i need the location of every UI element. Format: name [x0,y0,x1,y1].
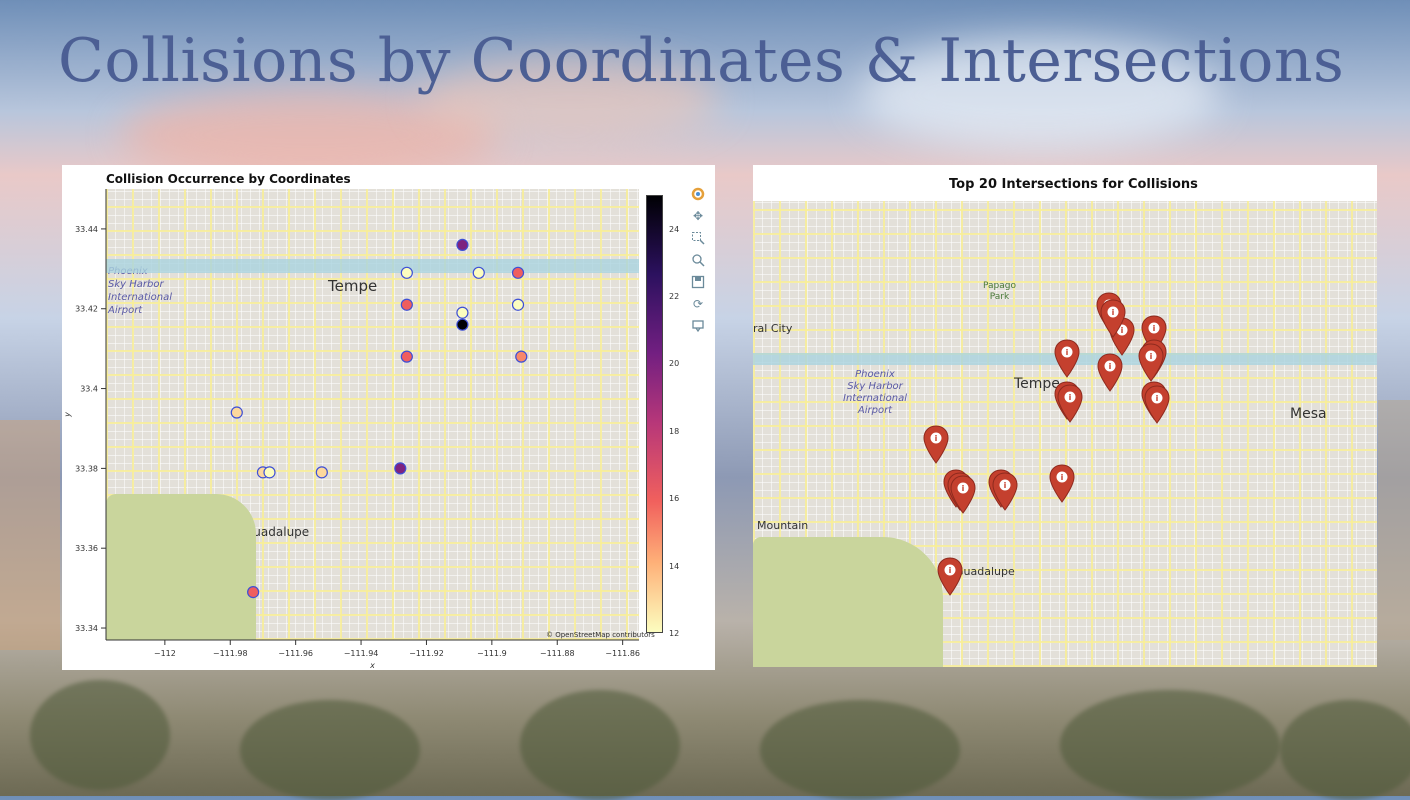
map-label-tempe: Tempe [1014,376,1060,392]
map-marker-icon[interactable]: i [1054,339,1080,379]
pan-icon[interactable]: ✥ [692,209,704,223]
green-area [753,537,943,667]
map-label-mesa: Mesa [1290,406,1327,422]
y-tick-label: 33.4 [80,385,98,394]
save-icon[interactable] [691,275,705,289]
scatter-point[interactable] [456,318,469,331]
intersections-map-panel: Top 20 Intersections for Collisions Temp… [753,165,1377,667]
x-tick-label: −112 [154,649,176,658]
svg-text:i: i [1112,308,1115,317]
right-basemap[interactable]: Tempe Mesa Guadalupe Phoenix Sky Harbor … [753,201,1377,667]
y-axis-label: y [63,412,72,418]
attribution-text: © OpenStreetMap contributors [546,631,655,639]
map-marker-icon[interactable]: i [1144,385,1170,425]
svg-text:i: i [1109,362,1112,371]
svg-text:i: i [949,566,952,575]
y-tick-label: 33.42 [75,305,98,314]
y-tick-label: 33.34 [75,624,98,633]
colorbar-tick: 12 [669,629,680,638]
colorbar-tick: 18 [669,427,680,436]
x-tick-label: −111.86 [605,649,640,658]
x-tick-label: −111.88 [540,649,575,658]
svg-text:i: i [1121,326,1124,335]
svg-text:i: i [1004,481,1007,490]
map-marker-icon[interactable]: i [1138,343,1164,383]
svg-text:i: i [1156,394,1159,403]
x-tick-label: −111.96 [278,649,313,658]
scatter-point[interactable] [315,466,328,479]
map-marker-icon[interactable]: i [950,475,976,515]
colorbar-tick: 22 [669,292,680,301]
map-marker-icon[interactable]: i [1097,353,1123,393]
pin-layer: iiiiiiiiiiiiiiiiiiii [753,165,1377,667]
slide-title: Collisions by Coordinates & Intersection… [58,26,1345,96]
map-label-ral-city: ral City [753,322,793,335]
scatter-point[interactable] [400,266,413,279]
colorbar-tick: 14 [669,562,680,571]
bokeh-logo-icon[interactable] [691,187,705,201]
scatter-point[interactable] [230,406,243,419]
map-label-mountain: Mountain [757,519,809,532]
map-label-airport: Phoenix Sky Harbor International Airport [843,369,907,416]
x-tick-label: −111.98 [213,649,248,658]
scatter-point[interactable] [400,298,413,311]
y-tick-label: 33.44 [75,225,98,234]
svg-text:i: i [1066,348,1069,357]
scatter-point[interactable] [511,266,525,279]
hover-icon[interactable] [691,319,705,333]
map-label-papago: Papago Park [983,281,1016,302]
x-axis-label: x [369,661,375,670]
x-tick-label: −111.9 [477,649,507,658]
scatter-point[interactable] [394,462,407,475]
scatter-point[interactable] [511,298,525,311]
svg-text:i: i [1150,352,1153,361]
green-area [106,494,256,640]
box-zoom-icon[interactable] [691,231,705,245]
svg-text:i: i [1153,324,1156,333]
map-label-tempe: Tempe [328,277,378,295]
map-marker-icon[interactable]: i [992,472,1018,512]
map-marker-icon[interactable]: i [1057,384,1083,424]
scatter-point[interactable] [456,306,469,319]
colorbar-tick: 24 [669,225,680,234]
scatter-overlay: −112 −111.98 −111.96 −111.94 −111.92 −111.9 −1… [63,189,640,670]
x-tick-label: −111.92 [409,649,444,658]
colorbar [646,195,663,633]
collision-scatter-panel: Collision Occurrence by Coordinates Temp… [62,165,715,670]
map-marker-icon[interactable]: i [923,425,949,465]
map-marker-icon[interactable]: i [937,557,963,597]
river [106,259,639,273]
scatter-point[interactable] [456,238,469,251]
map-marker-icon[interactable]: i [1100,299,1126,339]
y-tick-label: 33.38 [75,464,98,473]
scatter-point[interactable] [472,266,485,279]
x-tick-label: −111.94 [344,649,379,658]
right-chart-title: Top 20 Intersections for Collisions [949,177,1198,192]
colorbar-tick: 20 [669,359,680,368]
wheel-zoom-icon[interactable] [691,253,705,267]
y-tick-label: 33.36 [75,544,98,553]
svg-text:i: i [962,484,965,493]
reset-icon[interactable]: ⟳ [692,297,704,311]
map-label-guadalupe: Guadalupe [955,565,1015,578]
map-marker-icon[interactable]: i [1049,464,1075,504]
left-chart-title: Collision Occurrence by Coordinates [106,172,351,186]
scatter-point[interactable] [515,350,528,363]
left-basemap[interactable]: Tempe Guadalupe Phoenix Sky Harbor Inter… [106,189,639,640]
svg-text:i: i [935,434,938,443]
map-label-guadalupe: Guadalupe [244,525,310,539]
scatter-point[interactable] [247,586,260,599]
scatter-point[interactable] [263,466,276,479]
svg-text:i: i [1061,473,1064,482]
scatter-point[interactable] [400,350,413,363]
colorbar-tick: 16 [669,494,680,503]
svg-text:i: i [1069,393,1072,402]
